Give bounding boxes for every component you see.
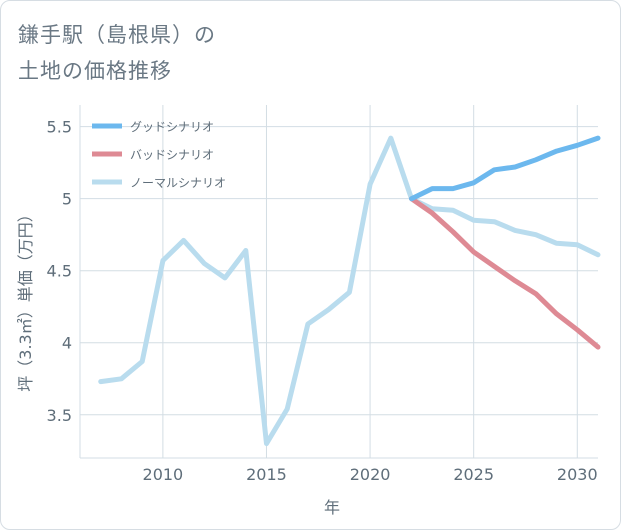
y-tick-label: 5.5 <box>47 118 72 137</box>
axis-layer: 2010 2015 2020 2025 2030 3.5 4 4.5 5 5.5 <box>47 118 598 484</box>
good-scenario-line <box>409 135 601 202</box>
legend-label-bad: バッドシナリオ <box>130 148 214 162</box>
y-tick-label: 5 <box>62 190 72 209</box>
x-axis-title: 年 <box>324 498 340 517</box>
page-title: 鎌手駅（島根県）の 土地の価格推移 <box>18 17 216 89</box>
page-title-line1: 鎌手駅（島根県）の <box>18 23 216 47</box>
y-tick-label: 4.5 <box>47 262 72 281</box>
x-tick-label: 2030 <box>557 465 598 484</box>
legend-label-good: グッドシナリオ <box>130 120 214 134</box>
x-tick-label: 2015 <box>246 465 287 484</box>
grid-layer <box>79 105 598 459</box>
page-title-line2: 土地の価格推移 <box>18 59 172 83</box>
bad-scenario-line <box>409 196 601 350</box>
normal-scenario-line <box>98 135 601 447</box>
y-tick-label: 4 <box>62 334 72 353</box>
legend-label-normal: ノーマルシナリオ <box>130 176 226 190</box>
y-tick-label: 3.5 <box>47 406 72 425</box>
series-layer <box>98 135 601 447</box>
y-axis-title: 坪（3.3㎡）単価（万円） <box>16 206 35 391</box>
x-tick-label: 2020 <box>350 465 391 484</box>
x-tick-label: 2025 <box>453 465 494 484</box>
x-tick-label: 2010 <box>143 465 184 484</box>
